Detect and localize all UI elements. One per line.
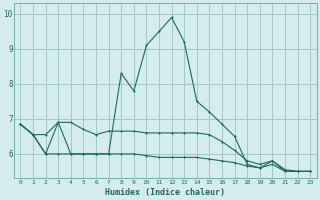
X-axis label: Humidex (Indice chaleur): Humidex (Indice chaleur) — [105, 188, 225, 197]
